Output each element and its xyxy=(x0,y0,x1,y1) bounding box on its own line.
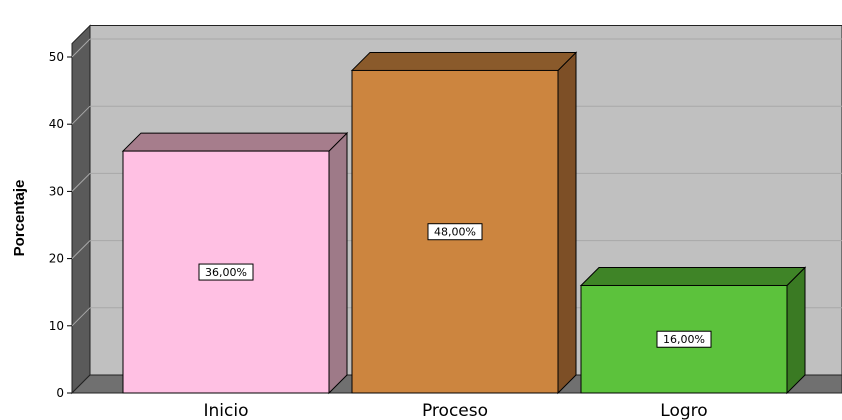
data-label-box xyxy=(656,330,712,348)
data-label: 16,00% xyxy=(663,333,705,346)
data-label-box xyxy=(198,263,254,281)
bars: 36,00% 48,00% 16,00% xyxy=(121,51,807,395)
bar-top-inicio xyxy=(121,132,349,152)
data-label-box xyxy=(427,223,483,241)
bar-side-logro xyxy=(786,266,806,395)
bar-proceso: 48,00% xyxy=(350,51,578,395)
x-category-label: Proceso xyxy=(422,401,488,420)
bar-inicio: 36,00% xyxy=(121,131,349,395)
data-label: 48,00% xyxy=(434,226,476,239)
y-axis-ticks: 0 10 20 30 40 50 xyxy=(49,50,72,400)
y-tick-label: 30 xyxy=(49,184,64,198)
y-tick-label: 40 xyxy=(49,117,64,131)
y-tick-label: 0 xyxy=(56,386,64,400)
y-tick-label: 50 xyxy=(49,50,64,64)
gridline-side-10 xyxy=(71,307,91,327)
bar-top-proceso xyxy=(350,51,578,71)
y-axis-title: Porcentaje xyxy=(11,180,28,257)
x-axis-categories: Inicio Proceso Logro xyxy=(204,401,708,420)
x-category-label: Logro xyxy=(660,401,707,420)
x-category-label: Inicio xyxy=(204,401,249,420)
data-label: 36,00% xyxy=(205,266,247,279)
gridline-side-40 xyxy=(71,105,91,125)
y-tick-label: 10 xyxy=(49,319,64,333)
gridline-side-20 xyxy=(71,240,91,259)
bar-top-logro xyxy=(579,266,807,286)
gridline-side-50 xyxy=(71,38,91,58)
bar-side-inicio xyxy=(328,131,348,395)
plot-left-wall xyxy=(71,24,91,395)
y-tick-label: 20 xyxy=(49,252,64,266)
bar-side-proceso xyxy=(557,51,577,395)
gridline-side-30 xyxy=(71,173,91,192)
bar-logro: 16,00% xyxy=(579,266,807,395)
